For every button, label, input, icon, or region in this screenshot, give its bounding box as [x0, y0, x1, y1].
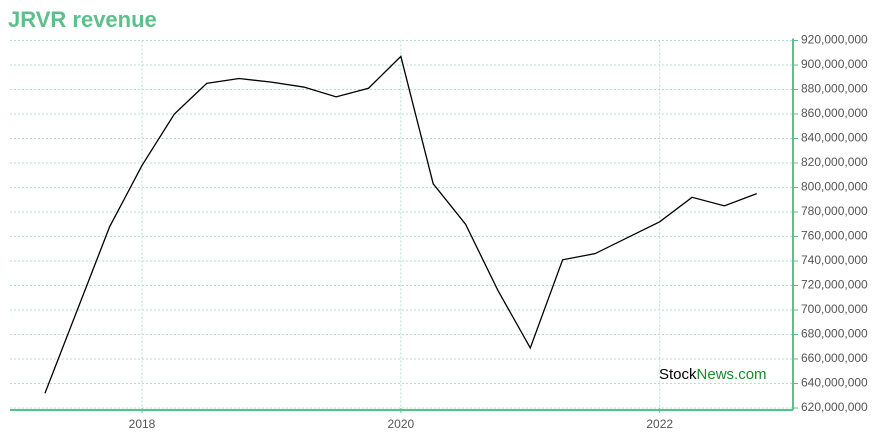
x-tick-label: 2018	[129, 417, 156, 431]
line-series	[44, 55, 757, 394]
watermark-part: Stock	[659, 366, 697, 383]
y-tick-label: 840,000,000	[801, 131, 868, 145]
y-tick-label: 820,000,000	[801, 155, 868, 169]
y-tick-label: 740,000,000	[801, 253, 868, 267]
x-tick-label: 2022	[646, 417, 673, 431]
y-tick-label: 680,000,000	[801, 327, 868, 341]
y-tick-label: 720,000,000	[801, 278, 868, 292]
y-tick-label: 880,000,000	[801, 82, 868, 96]
watermark-part: News.com	[697, 366, 767, 383]
y-tick-label: 800,000,000	[801, 180, 868, 194]
y-tick-label: 860,000,000	[801, 106, 868, 120]
y-tick-label: 660,000,000	[801, 351, 868, 365]
y-tick-label: 780,000,000	[801, 204, 868, 218]
y-tick-label: 760,000,000	[801, 229, 868, 243]
x-tick-label: 2020	[388, 417, 415, 431]
y-tick-label: 620,000,000	[801, 400, 868, 414]
watermark: StockNews.com	[659, 366, 767, 383]
y-tick-label: 700,000,000	[801, 302, 868, 316]
y-tick-label: 900,000,000	[801, 57, 868, 71]
y-tick-label: 920,000,000	[801, 33, 868, 47]
chart-title: JRVR revenue	[8, 7, 157, 32]
y-tick-label: 640,000,000	[801, 376, 868, 390]
